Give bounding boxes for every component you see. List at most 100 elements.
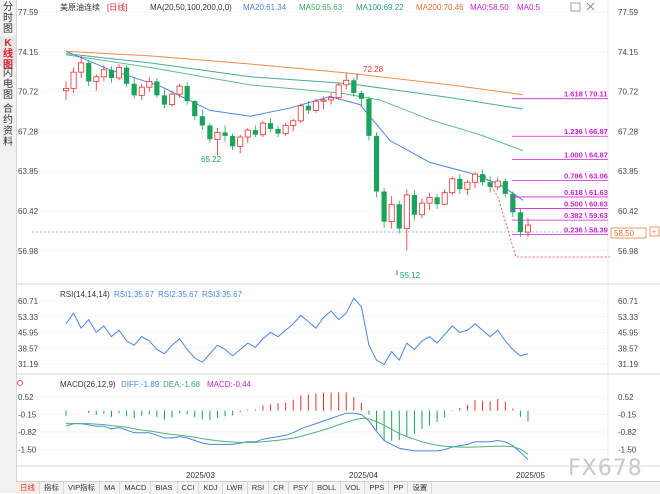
- fib-label: 0.618 \ 61.63: [564, 188, 608, 197]
- price-axis: 77.59 77.59 74.15 74.15 70.72 70.72 67.28 67.28…: [18, 8, 639, 256]
- macd-histogram: [65, 392, 529, 442]
- candle-body: [275, 128, 281, 134]
- price-axis-left-label: 63.85: [18, 167, 39, 176]
- alert-icon[interactable]: [649, 226, 660, 237]
- rsi-axis-right-label: 31.19: [618, 360, 639, 369]
- candle-body: [131, 83, 137, 96]
- ma100-line: [65, 53, 524, 110]
- toolbar-item-4[interactable]: MACD: [120, 482, 152, 494]
- tab-contract-info-label: 合约资料: [3, 104, 13, 148]
- ma100-value: MA100:69.22: [356, 3, 404, 12]
- candle-body: [176, 85, 183, 95]
- macd-axis: 0.52 0.52 -0.15 -0.15 -0.82 -0.82 -1.50 -1.50: [18, 393, 637, 455]
- toolbar-item-1[interactable]: 指标: [40, 482, 64, 494]
- square-icon[interactable]: [570, 2, 581, 12]
- candle-body: [449, 178, 456, 194]
- rsi3-value: RSI3:35.67: [202, 290, 243, 299]
- toolbar-item-10[interactable]: CR: [269, 482, 290, 494]
- rsi-axis-right-label: 53.33: [618, 313, 639, 322]
- ma200-value: MA200:70.46: [416, 3, 464, 12]
- rsi-axis-left-label: 60.71: [18, 297, 39, 306]
- candle-body: [207, 125, 213, 140]
- candle-body: [471, 173, 478, 183]
- toolbar-item-9[interactable]: RSI: [248, 482, 270, 494]
- candle-body: [411, 194, 417, 215]
- price-axis-left-label: 67.28: [18, 127, 39, 136]
- candle-body: [146, 81, 153, 88]
- tab-lightning-label: 闪电图: [3, 68, 13, 101]
- price-axis-right-label: 56.98: [618, 247, 639, 256]
- rsi2-value: RSI2:35.67: [158, 290, 199, 299]
- dea-line: [66, 417, 529, 455]
- rsi-axis-right-label: 38.57: [618, 344, 639, 353]
- ma50-value: MA50:65.63: [299, 3, 343, 12]
- high-annotation: 72.28: [363, 65, 384, 74]
- toolbar-item-2[interactable]: VIP指标: [64, 482, 101, 494]
- low-annotation-2: 55.12: [400, 271, 421, 280]
- fib-label: 0.786 \ 63.06: [564, 171, 608, 180]
- rsi-axis-left-label: 45.95: [18, 329, 39, 338]
- fib-label: 1.618 \ 70.11: [564, 90, 607, 99]
- price-axis-right-label: 67.28: [618, 127, 639, 136]
- toolbar-item-11[interactable]: PSY: [289, 482, 314, 494]
- rsi-axis-left-label: 31.19: [18, 360, 39, 369]
- toolbar-item-8[interactable]: LWR: [223, 482, 248, 494]
- macd-axis-right-label: -0.15: [618, 411, 637, 420]
- candle-body: [78, 62, 85, 73]
- toolbar-item-13[interactable]: VOL: [341, 482, 366, 494]
- watermark-logo: FX678: [568, 456, 643, 481]
- candlesticks: [63, 55, 532, 251]
- kline-chart[interactable]: 美原油连续 [日线] MA(20,50,100,200,0,0) MA20:61…: [0, 0, 660, 481]
- period-label: [日线]: [107, 2, 127, 12]
- candle-body: [388, 203, 395, 223]
- candle-body: [351, 80, 357, 94]
- tab-contract-info[interactable]: 合约资料: [0, 102, 16, 148]
- candle-body: [108, 69, 115, 78]
- price-axis-left-label: 77.59: [18, 8, 39, 17]
- toolbar-item-14[interactable]: PPS: [365, 482, 390, 494]
- ma-params: MA(20,50,100,200,0,0): [150, 3, 232, 12]
- toolbar-item-12[interactable]: BOLL: [313, 482, 342, 494]
- toolbar-item-0[interactable]: 日线: [16, 482, 40, 494]
- macd-axis-right-label: -0.82: [618, 428, 637, 437]
- rsi-axis-right-label: 60.71: [618, 297, 639, 306]
- candle-body: [312, 100, 319, 111]
- candle-body: [123, 67, 130, 84]
- date-label-apr: 2025/04: [349, 471, 378, 480]
- macd-axis-right-label: 0.52: [618, 393, 634, 402]
- candle-body: [343, 79, 350, 86]
- candle-body: [138, 86, 145, 96]
- tab-kline[interactable]: K线图: [0, 36, 16, 71]
- close-icon[interactable]: [586, 2, 595, 11]
- low-annotation-1: 65.22: [201, 155, 222, 164]
- rsi-params: RSI(14,14,14): [60, 290, 110, 299]
- current-price: 58.50: [614, 229, 635, 238]
- tab-lightning[interactable]: 闪电图: [0, 66, 16, 102]
- macd-axis-left-label: -0.15: [18, 411, 37, 420]
- ma20-value: MA20:61.34: [243, 3, 287, 12]
- macd-axis-left-label: -1.50: [18, 446, 37, 455]
- toolbar-item-5[interactable]: BIAS: [151, 482, 178, 494]
- candle-body: [328, 97, 335, 101]
- toolbar-item-7[interactable]: KDJ: [199, 482, 223, 494]
- candle-body: [192, 101, 198, 117]
- toolbar-item-6[interactable]: CCI: [178, 482, 200, 494]
- candle-body: [63, 87, 70, 92]
- toolbar-item-16[interactable]: 设置: [408, 482, 433, 494]
- candle-body: [199, 116, 205, 126]
- candle-body: [86, 62, 92, 82]
- toolbar-item-3[interactable]: MA: [100, 482, 121, 494]
- settings-icon[interactable]: [17, 380, 23, 386]
- candle-body: [282, 125, 289, 134]
- candle-body: [418, 202, 425, 216]
- price-axis-right-label: 77.59: [618, 8, 639, 17]
- side-tab-panel: 分时图 K线图 闪电图 合约资料: [0, 0, 17, 493]
- ma20-line: [65, 50, 524, 201]
- toolbar-item-15[interactable]: PP: [389, 482, 409, 494]
- candle-body: [396, 204, 402, 229]
- candle-body: [116, 67, 123, 79]
- diff-line: [65, 412, 529, 461]
- tab-timeshare[interactable]: 分时图: [0, 0, 16, 36]
- svg-text:+: +: [652, 229, 656, 236]
- tab-timeshare-label: 分时图: [3, 2, 13, 35]
